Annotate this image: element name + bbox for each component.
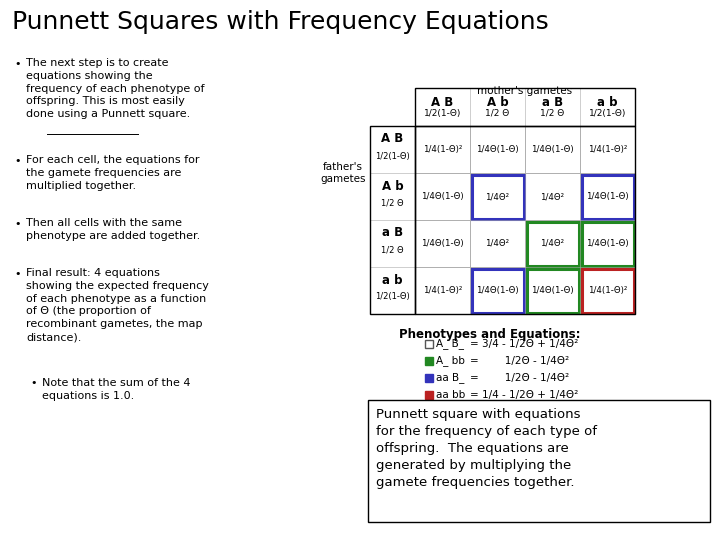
Text: 1/2(1-Θ): 1/2(1-Θ) bbox=[375, 293, 410, 301]
Text: 1/4(1-Θ)²: 1/4(1-Θ)² bbox=[423, 286, 462, 295]
Text: 1/4Θ²: 1/4Θ² bbox=[485, 239, 510, 248]
Text: •: • bbox=[14, 156, 20, 166]
Text: 1/4(1-Θ)²: 1/4(1-Θ)² bbox=[588, 286, 627, 295]
Bar bbox=[415, 220, 470, 267]
Text: Punnett Squares with Frequency Equations: Punnett Squares with Frequency Equations bbox=[12, 10, 549, 34]
Text: 1/4Θ(1-Θ): 1/4Θ(1-Θ) bbox=[421, 192, 464, 201]
Text: 1/4Θ(1-Θ): 1/4Θ(1-Θ) bbox=[421, 239, 464, 248]
Bar bbox=[425, 391, 433, 399]
Text: mother's gametes: mother's gametes bbox=[477, 86, 572, 96]
Text: 1/2(1-Θ): 1/2(1-Θ) bbox=[375, 152, 410, 160]
Text: 1/4(1-Θ)²: 1/4(1-Θ)² bbox=[588, 145, 627, 154]
Text: 1/4Θ²: 1/4Θ² bbox=[541, 239, 564, 248]
Text: =        1/2Θ - 1/4Θ²: = 1/2Θ - 1/4Θ² bbox=[470, 373, 569, 383]
Bar bbox=[470, 267, 525, 314]
Text: Then all cells with the same
phenotype are added together.: Then all cells with the same phenotype a… bbox=[26, 218, 200, 241]
Bar bbox=[525, 173, 580, 220]
Text: A_ B_: A_ B_ bbox=[436, 339, 464, 349]
Text: A B: A B bbox=[382, 132, 404, 145]
Text: Note that the sum of the 4
equations is 1.0.: Note that the sum of the 4 equations is … bbox=[42, 378, 191, 401]
Text: aa bb: aa bb bbox=[436, 390, 465, 400]
Text: 1/4Θ²: 1/4Θ² bbox=[541, 192, 564, 201]
Bar bbox=[472, 174, 523, 219]
Text: Final result: 4 equations
showing the expected frequency
of each phenotype as a : Final result: 4 equations showing the ex… bbox=[26, 268, 209, 342]
Bar bbox=[470, 126, 525, 173]
Bar bbox=[580, 126, 635, 173]
Bar bbox=[526, 221, 578, 266]
Text: A_ bb: A_ bb bbox=[436, 355, 465, 367]
Bar bbox=[370, 126, 415, 314]
Text: a B: a B bbox=[542, 96, 563, 109]
Bar bbox=[580, 173, 635, 220]
Bar bbox=[582, 221, 634, 266]
Bar bbox=[415, 173, 470, 220]
Bar bbox=[415, 126, 635, 314]
Bar bbox=[525, 220, 580, 267]
Text: a B: a B bbox=[382, 226, 403, 240]
Bar bbox=[525, 267, 580, 314]
Bar bbox=[368, 400, 710, 522]
Bar bbox=[425, 340, 433, 348]
Text: 1/2 Θ: 1/2 Θ bbox=[381, 199, 404, 207]
Text: 1/2(1-Θ): 1/2(1-Θ) bbox=[589, 109, 626, 118]
Bar bbox=[415, 267, 470, 314]
Bar bbox=[470, 220, 525, 267]
Text: 1/4Θ(1-Θ): 1/4Θ(1-Θ) bbox=[531, 145, 574, 154]
Text: 1/4Θ(1-Θ): 1/4Θ(1-Θ) bbox=[531, 286, 574, 295]
Text: Punnett square with equations
for the frequency of each type of
offspring.  The : Punnett square with equations for the fr… bbox=[376, 408, 597, 489]
Text: •: • bbox=[14, 219, 20, 229]
Text: Phenotypes and Equations:: Phenotypes and Equations: bbox=[400, 328, 581, 341]
Text: 1/4Θ(1-Θ): 1/4Θ(1-Θ) bbox=[586, 239, 629, 248]
Bar bbox=[525, 126, 580, 173]
Bar bbox=[580, 220, 635, 267]
Bar bbox=[582, 268, 634, 313]
Bar bbox=[415, 126, 470, 173]
Text: 1/2 Θ: 1/2 Θ bbox=[485, 109, 510, 118]
Text: The next step is to create
equations showing the
frequency of each phenotype of
: The next step is to create equations sho… bbox=[26, 58, 204, 119]
Text: 1/4Θ(1-Θ): 1/4Θ(1-Θ) bbox=[586, 192, 629, 201]
Bar bbox=[470, 173, 525, 220]
Text: 1/4Θ(1-Θ): 1/4Θ(1-Θ) bbox=[476, 286, 519, 295]
Bar bbox=[580, 267, 635, 314]
Text: A b: A b bbox=[487, 96, 508, 109]
Text: A b: A b bbox=[382, 179, 403, 192]
Bar bbox=[425, 357, 433, 365]
Bar bbox=[472, 268, 523, 313]
Bar bbox=[415, 88, 635, 126]
Text: a b: a b bbox=[382, 273, 402, 287]
Bar bbox=[526, 268, 578, 313]
Text: =        1/2Θ - 1/4Θ²: = 1/2Θ - 1/4Θ² bbox=[470, 356, 569, 366]
Text: = 1/4 - 1/2Θ + 1/4Θ²: = 1/4 - 1/2Θ + 1/4Θ² bbox=[470, 390, 578, 400]
Text: 1/2 Θ: 1/2 Θ bbox=[381, 246, 404, 254]
Text: a b: a b bbox=[598, 96, 618, 109]
Text: •: • bbox=[14, 59, 20, 69]
Text: 1/2(1-Θ): 1/2(1-Θ) bbox=[424, 109, 462, 118]
Text: father's
gametes: father's gametes bbox=[320, 162, 366, 184]
Bar bbox=[425, 374, 433, 382]
Text: 1/4(1-Θ)²: 1/4(1-Θ)² bbox=[423, 145, 462, 154]
Text: •: • bbox=[14, 269, 20, 279]
Text: For each cell, the equations for
the gamete frequencies are
multiplied together.: For each cell, the equations for the gam… bbox=[26, 155, 199, 191]
Text: 1/2 Θ: 1/2 Θ bbox=[541, 109, 564, 118]
Text: A B: A B bbox=[431, 96, 454, 109]
Text: •: • bbox=[30, 378, 37, 388]
Text: 1/4Θ(1-Θ): 1/4Θ(1-Θ) bbox=[476, 145, 519, 154]
Text: aa B_: aa B_ bbox=[436, 373, 464, 383]
Text: 1/4Θ²: 1/4Θ² bbox=[485, 192, 510, 201]
Text: = 3/4 - 1/2Θ + 1/4Θ²: = 3/4 - 1/2Θ + 1/4Θ² bbox=[470, 339, 578, 349]
Bar bbox=[582, 174, 634, 219]
